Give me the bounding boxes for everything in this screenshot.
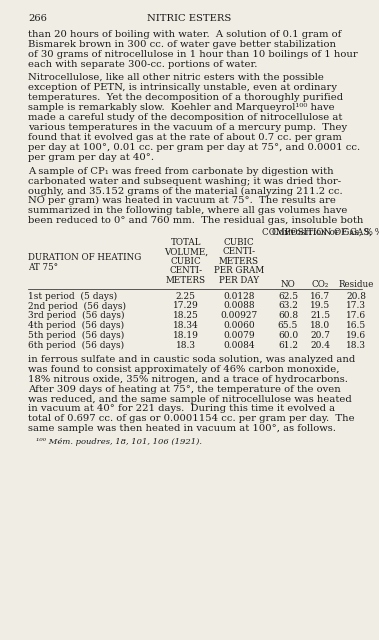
Text: NO: NO	[281, 280, 295, 289]
Text: CO₂: CO₂	[312, 280, 329, 289]
Text: NO per gram) was heated in vacuum at 75°.  The results are: NO per gram) was heated in vacuum at 75°…	[28, 196, 336, 205]
Text: CENTI-: CENTI-	[169, 266, 202, 275]
Text: 18.25: 18.25	[173, 311, 199, 321]
Text: NITRIC ESTERS: NITRIC ESTERS	[147, 14, 232, 23]
Text: 19.5: 19.5	[310, 301, 330, 310]
Text: 20.8: 20.8	[346, 291, 366, 301]
Text: ¹⁰⁰ Mém. poudres, 18, 101, 106 (1921).: ¹⁰⁰ Mém. poudres, 18, 101, 106 (1921).	[36, 438, 202, 446]
Text: 18.3: 18.3	[346, 341, 366, 350]
Text: carbonated water and subsequent washing; it was dried thor-: carbonated water and subsequent washing;…	[28, 177, 341, 186]
Text: PER GRAM: PER GRAM	[214, 266, 264, 275]
Text: made a careful study of the decomposition of nitrocellulose at: made a careful study of the decompositio…	[28, 113, 343, 122]
Text: 60.0: 60.0	[278, 331, 298, 340]
Text: COMPOSITION OF GAS, %: COMPOSITION OF GAS, %	[262, 228, 379, 237]
Text: 17.3: 17.3	[346, 301, 366, 310]
Text: in vacuum at 40° for 221 days.  During this time it evolved a: in vacuum at 40° for 221 days. During th…	[28, 404, 335, 413]
Text: 18.0: 18.0	[310, 321, 330, 330]
Text: been reduced to 0° and 760 mm.  The residual gas, insoluble both: been reduced to 0° and 760 mm. The resid…	[28, 216, 364, 225]
Text: PER DAY: PER DAY	[219, 276, 259, 285]
Text: 21.5: 21.5	[310, 311, 330, 321]
Text: 4th period  (56 days): 4th period (56 days)	[28, 321, 125, 330]
Text: Bismarek brown in 300 cc. of water gave better stabilization: Bismarek brown in 300 cc. of water gave …	[28, 40, 337, 49]
Text: per gram per day at 40°.: per gram per day at 40°.	[28, 153, 154, 162]
Text: 0.00927: 0.00927	[220, 311, 257, 321]
Text: A sample of CP₁ was freed from carbonate by digestion with: A sample of CP₁ was freed from carbonate…	[28, 166, 334, 175]
Text: 266: 266	[28, 14, 47, 23]
Text: 0.0084: 0.0084	[223, 341, 255, 350]
Text: 2.25: 2.25	[176, 291, 196, 301]
Text: same sample was then heated in vacuum at 100°, as follows.: same sample was then heated in vacuum at…	[28, 424, 336, 433]
Text: found that it evolved gas at the rate of about 0.7 cc. per gram: found that it evolved gas at the rate of…	[28, 133, 342, 142]
Text: Nitrocellulose, like all other nitric esters with the possible: Nitrocellulose, like all other nitric es…	[28, 74, 324, 83]
Text: in ferrous sulfate and in caustic soda solution, was analyzed and: in ferrous sulfate and in caustic soda s…	[28, 355, 356, 364]
Text: AT 75°: AT 75°	[28, 263, 58, 272]
Text: sample is remarkably slow.  Koehler and Marqueyrol¹⁰⁰ have: sample is remarkably slow. Koehler and M…	[28, 103, 335, 112]
Text: each with separate 300-cc. portions of water.: each with separate 300-cc. portions of w…	[28, 60, 258, 68]
Text: 18.34: 18.34	[173, 321, 199, 330]
Text: was found to consist approximately of 46% carbon monoxide,: was found to consist approximately of 46…	[28, 365, 340, 374]
Text: METERS: METERS	[219, 257, 259, 266]
Text: 0.0060: 0.0060	[223, 321, 255, 330]
Text: temperatures.  Yet the decomposition of a thoroughly purified: temperatures. Yet the decomposition of a…	[28, 93, 343, 102]
Text: 6th period  (56 days): 6th period (56 days)	[28, 341, 125, 350]
Text: 17.29: 17.29	[173, 301, 199, 310]
Text: 62.5: 62.5	[278, 291, 298, 301]
Text: 19.6: 19.6	[346, 331, 366, 340]
Text: 61.2: 61.2	[278, 341, 298, 350]
Text: summarized in the following table, where all gas volumes have: summarized in the following table, where…	[28, 206, 348, 215]
Text: 5th period  (56 days): 5th period (56 days)	[28, 331, 125, 340]
Text: 0.0079: 0.0079	[223, 331, 255, 340]
Text: 20.4: 20.4	[310, 341, 330, 350]
Text: exception of PETN, is intrinsically unstable, even at ordinary: exception of PETN, is intrinsically unst…	[28, 83, 337, 92]
Text: 16.7: 16.7	[310, 291, 330, 301]
Text: per day at 100°, 0.01 cc. per gram per day at 75°, and 0.0001 cc.: per day at 100°, 0.01 cc. per gram per d…	[28, 143, 360, 152]
Text: TOTAL: TOTAL	[171, 238, 201, 247]
Text: than 20 hours of boiling with water.  A solution of 0.1 gram of: than 20 hours of boiling with water. A s…	[28, 30, 342, 39]
Text: 2nd period  (56 days): 2nd period (56 days)	[28, 301, 127, 310]
Text: DURATION OF HEATING: DURATION OF HEATING	[28, 253, 142, 262]
Text: CUBIC: CUBIC	[170, 257, 201, 266]
Text: of 30 grams of nitrocellulose in 1 hour than 10 boilings of 1 hour: of 30 grams of nitrocellulose in 1 hour …	[28, 50, 358, 59]
Text: Residue: Residue	[338, 280, 374, 289]
Text: 18.19: 18.19	[173, 331, 199, 340]
Text: oughly, and 35.152 grams of the material (analyzing 211.2 cc.: oughly, and 35.152 grams of the material…	[28, 186, 343, 196]
Text: METERS: METERS	[166, 276, 206, 285]
Text: was reduced, and the same sample of nitrocellulose was heated: was reduced, and the same sample of nitr…	[28, 394, 352, 404]
Text: 65.5: 65.5	[278, 321, 298, 330]
Text: 20.7: 20.7	[310, 331, 330, 340]
Text: CENTI-: CENTI-	[222, 248, 255, 257]
Text: 16.5: 16.5	[346, 321, 366, 330]
Text: various temperatures in the vacuum of a mercury pump.  They: various temperatures in the vacuum of a …	[28, 123, 348, 132]
Text: 17.6: 17.6	[346, 311, 366, 321]
Text: 18% nitrous oxide, 35% nitrogen, and a trace of hydrocarbons.: 18% nitrous oxide, 35% nitrogen, and a t…	[28, 374, 348, 384]
Text: CUBIC: CUBIC	[223, 238, 254, 247]
Text: 0.0088: 0.0088	[223, 301, 255, 310]
Text: 18.3: 18.3	[176, 341, 196, 350]
Text: Cᴏᴍᴘᴏѕɪᴛɪᴏɴ ᴏғ Gᴀѕ, %: Cᴏᴍᴘᴏѕɪᴛɪᴏɴ ᴏғ Gᴀѕ, %	[272, 228, 373, 237]
Text: After 309 days of heating at 75°, the temperature of the oven: After 309 days of heating at 75°, the te…	[28, 385, 341, 394]
Text: 0.0128: 0.0128	[223, 291, 255, 301]
Text: VOLUME,: VOLUME,	[164, 248, 208, 257]
Text: total of 0.697 cc. of gas or 0.0001154 cc. per gram per day.  The: total of 0.697 cc. of gas or 0.0001154 c…	[28, 414, 355, 424]
Text: 1st period  (5 days): 1st period (5 days)	[28, 291, 117, 301]
Text: 3rd period  (56 days): 3rd period (56 days)	[28, 311, 125, 321]
Text: 60.8: 60.8	[278, 311, 298, 321]
Text: 63.2: 63.2	[278, 301, 298, 310]
